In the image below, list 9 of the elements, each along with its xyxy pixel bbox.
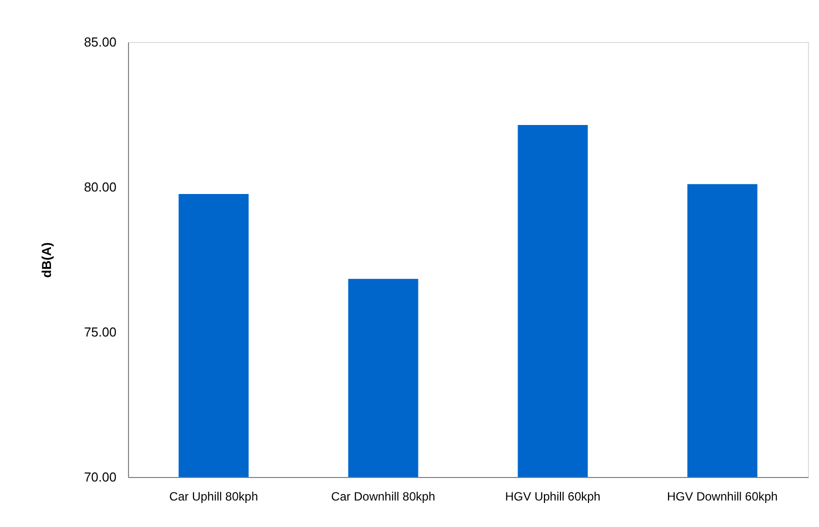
x-tick-label: Car Downhill 80kph: [331, 490, 436, 504]
y-tick-label: 85.00: [84, 34, 116, 50]
x-tick-label: HGV Downhill 60kph: [667, 490, 778, 504]
x-tick-label: HGV Uphill 60kph: [505, 490, 600, 504]
y-tick-label: 75.00: [84, 324, 116, 340]
y-axis-title: dB(A): [38, 242, 54, 278]
y-tick-label: 80.00: [84, 180, 116, 194]
x-tick-label: Car Uphill 80kph: [169, 490, 258, 504]
y-tick-label: 70.00: [84, 470, 116, 484]
